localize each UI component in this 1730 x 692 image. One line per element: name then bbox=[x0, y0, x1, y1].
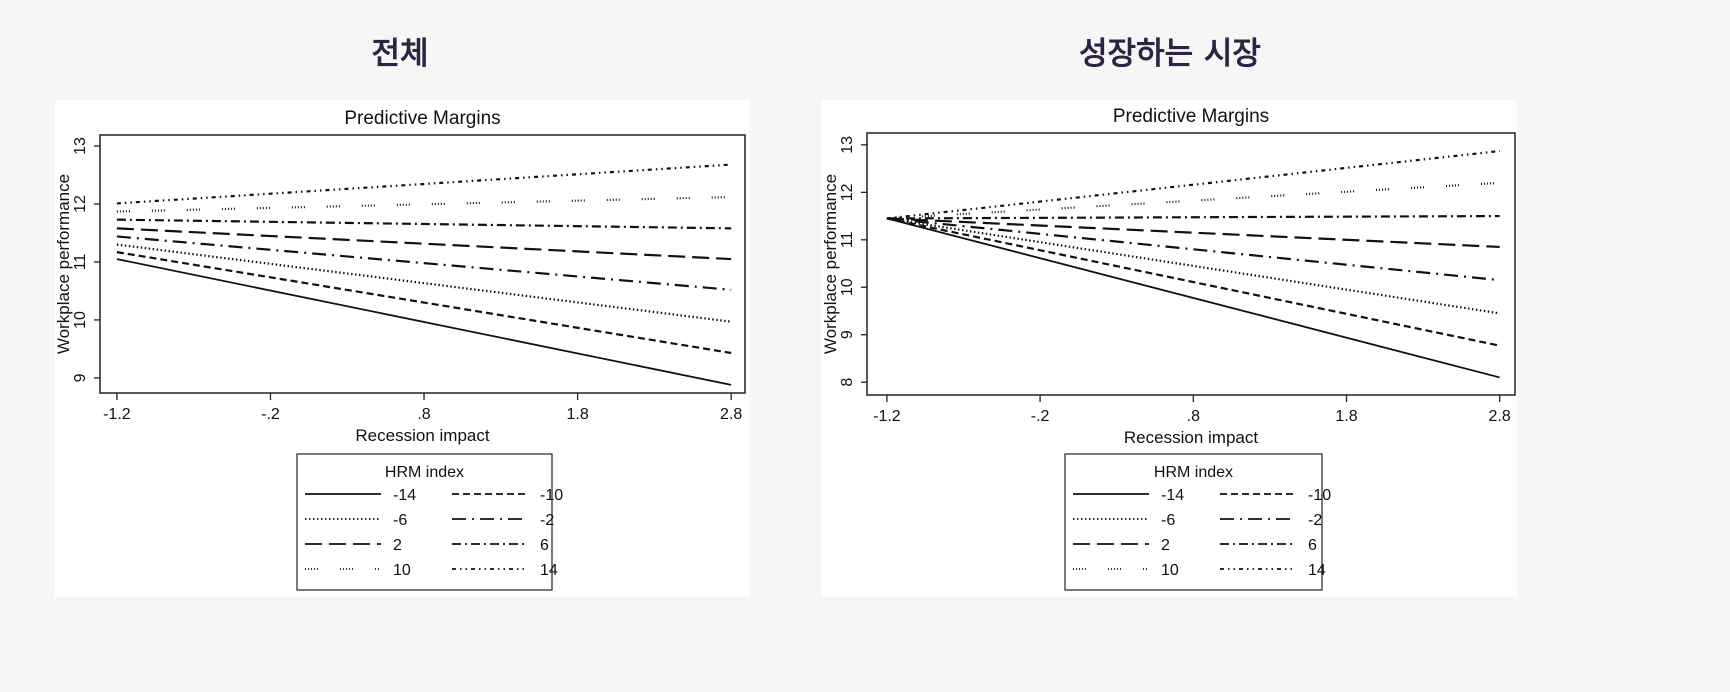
legend-label: -2 bbox=[1308, 512, 1322, 529]
x-tick-label: 2.8 bbox=[1489, 408, 1511, 425]
y-tick-label: 12 bbox=[839, 183, 856, 201]
x-tick-label: .8 bbox=[1187, 408, 1200, 425]
y-tick-label: 12 bbox=[72, 195, 89, 213]
plot-area bbox=[866, 132, 1516, 396]
y-axis-label: Workplace performance bbox=[822, 174, 840, 354]
legend-label: -10 bbox=[540, 487, 563, 504]
series-line-hrm--2 bbox=[116, 235, 732, 291]
x-tick-label: 2.8 bbox=[720, 406, 742, 423]
x-tick-label: -.2 bbox=[1031, 408, 1050, 425]
y-tick-label: 10 bbox=[839, 278, 856, 296]
y-tick-label: 11 bbox=[839, 231, 856, 248]
chart-panel-growing-market: Predictive Margins 8 9 10 11 12 13 Workplace pe… bbox=[822, 100, 1517, 597]
chart-overall: Predictive Margins 9 10 11 12 13 Workplace per… bbox=[55, 108, 746, 591]
y-tick-label: 9 bbox=[839, 330, 856, 339]
legend-box bbox=[296, 453, 553, 591]
legend-label: -14 bbox=[1161, 487, 1184, 504]
section-title-growing-market: 성장하는 시장 bbox=[1079, 36, 1261, 72]
x-tick-label: -1.2 bbox=[873, 408, 901, 425]
legend-label: 14 bbox=[540, 562, 558, 579]
legend-label: 10 bbox=[1161, 562, 1179, 579]
series-line-hrm--14 bbox=[116, 258, 732, 386]
x-tick-label: .8 bbox=[417, 406, 430, 423]
y-tick-label: 13 bbox=[839, 136, 856, 154]
legend-label: 10 bbox=[393, 562, 411, 579]
legend-label: 6 bbox=[1308, 537, 1317, 554]
legend-label: 2 bbox=[393, 537, 402, 554]
x-axis-label: Recession impact bbox=[355, 426, 489, 445]
chart-growing-market: Predictive Margins 8 9 10 11 12 13 Workplace pe… bbox=[822, 106, 1516, 591]
x-tick-label: -.2 bbox=[261, 406, 280, 423]
series-line-hrm--2 bbox=[886, 217, 1500, 282]
legend-label: 6 bbox=[540, 537, 549, 554]
series-line-hrm-2 bbox=[886, 217, 1500, 249]
section-title-overall: 전체 bbox=[371, 36, 429, 72]
series-line-hrm-14 bbox=[116, 163, 732, 205]
series-line-hrm--10 bbox=[116, 251, 732, 355]
legend-box bbox=[1064, 453, 1323, 591]
legend-title: HRM index bbox=[385, 464, 464, 481]
x-tick-label: 1.8 bbox=[1335, 408, 1357, 425]
legend-label: -14 bbox=[393, 487, 416, 504]
series-line-hrm--10 bbox=[886, 217, 1500, 347]
legend-title: HRM index bbox=[1154, 464, 1233, 481]
y-tick-label: 11 bbox=[72, 254, 89, 271]
y-tick-label: 8 bbox=[839, 378, 856, 387]
legend-label: -10 bbox=[1308, 487, 1331, 504]
legend-label: 14 bbox=[1308, 562, 1326, 579]
chart-panel-overall: Predictive Margins 9 10 11 12 13 Workplace per… bbox=[55, 100, 750, 597]
legend-label: -6 bbox=[393, 512, 407, 529]
x-axis-label: Recession impact bbox=[1124, 428, 1258, 447]
chart-title: Predictive Margins bbox=[1113, 106, 1269, 127]
series-line-hrm-14 bbox=[886, 149, 1500, 220]
y-tick-label: 13 bbox=[72, 137, 89, 155]
plot-area bbox=[99, 134, 746, 394]
legend-label: -6 bbox=[1161, 512, 1175, 529]
legend-label: 2 bbox=[1161, 537, 1170, 554]
x-tick-label: 1.8 bbox=[566, 406, 588, 423]
series-line-hrm--14 bbox=[886, 217, 1500, 379]
y-tick-label: 10 bbox=[72, 311, 89, 329]
y-tick-label: 9 bbox=[72, 373, 89, 382]
series-line-hrm-6 bbox=[886, 214, 1500, 220]
series-line-hrm--6 bbox=[886, 217, 1500, 315]
y-axis-label: Workplace performance bbox=[55, 174, 73, 354]
series-line-hrm-2 bbox=[116, 227, 732, 261]
series-line-hrm-6 bbox=[116, 218, 732, 230]
legend-label: -2 bbox=[540, 512, 554, 529]
chart-title: Predictive Margins bbox=[344, 108, 500, 129]
x-tick-label: -1.2 bbox=[103, 406, 131, 423]
